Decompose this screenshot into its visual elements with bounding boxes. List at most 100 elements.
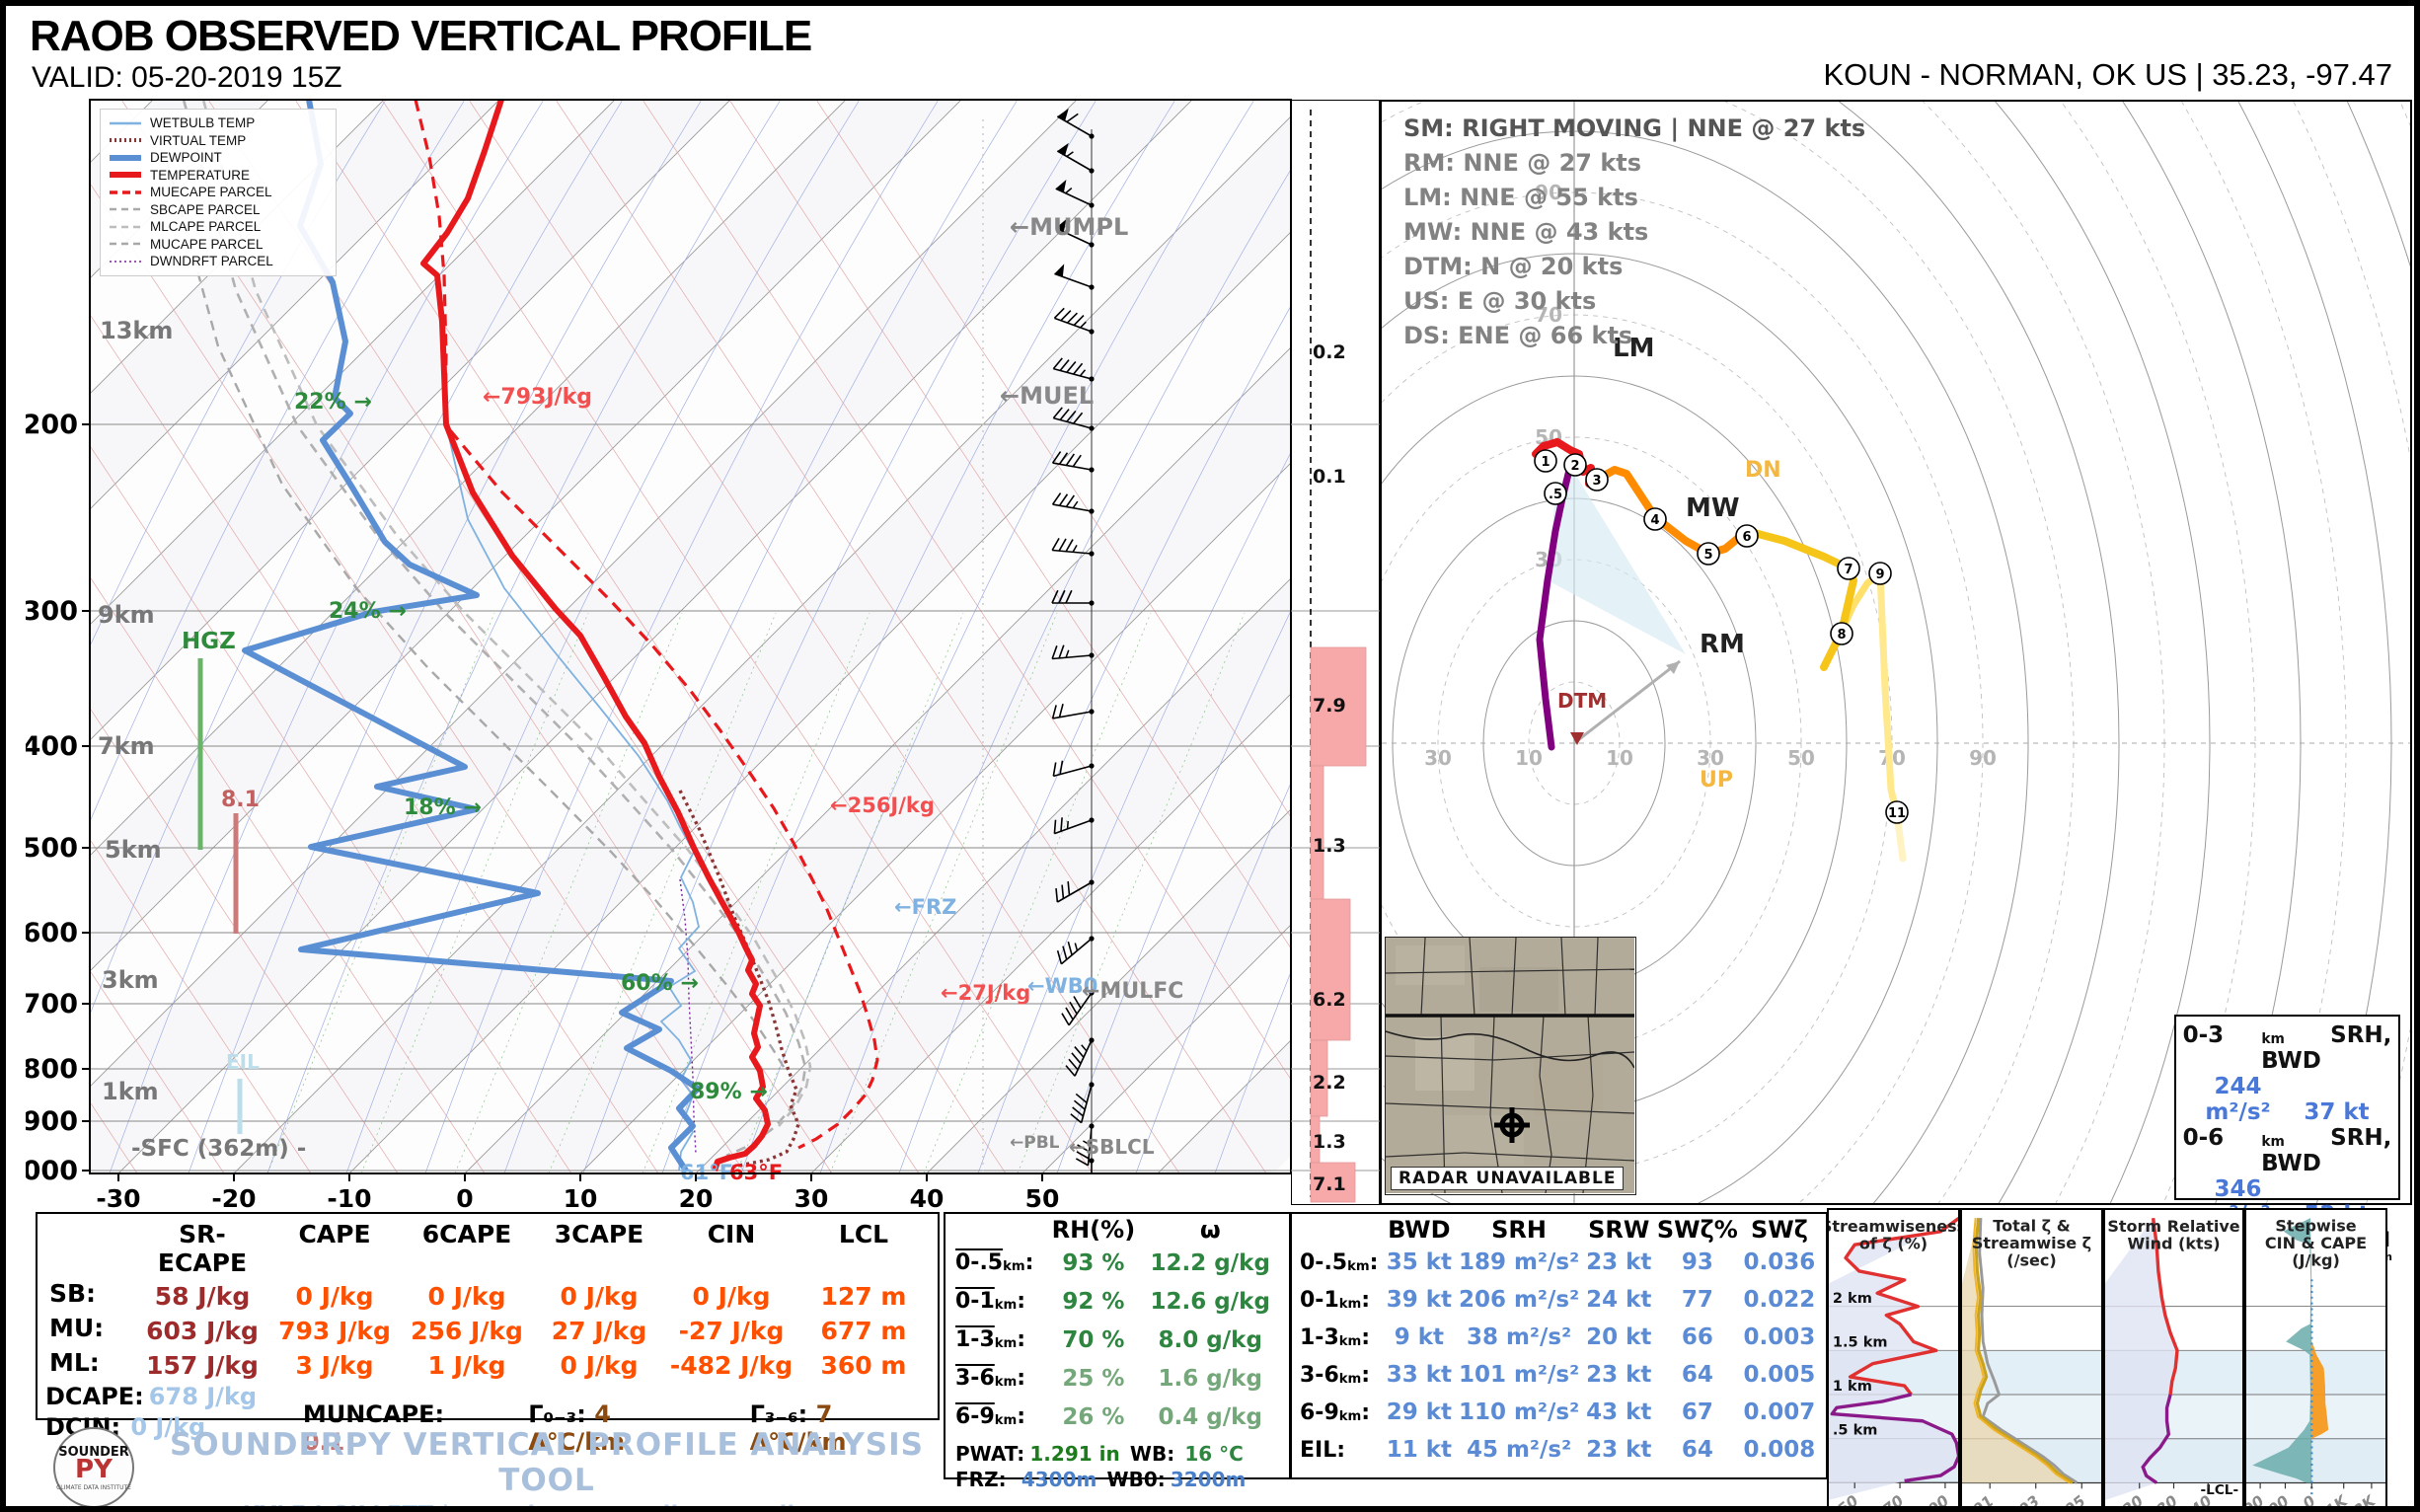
svg-text:9km: 9km bbox=[98, 601, 155, 629]
svg-text:UP: UP bbox=[1700, 768, 1733, 793]
svg-text:-10: -10 bbox=[327, 1184, 371, 1210]
svg-text:.05: .05 bbox=[2057, 1492, 2089, 1512]
shear-col-header: SRW bbox=[1588, 1216, 1650, 1244]
svg-text:Wind (kts): Wind (kts) bbox=[2127, 1234, 2220, 1252]
shear-value: 23 kt bbox=[1586, 1249, 1652, 1275]
cape-col-header: LCL bbox=[838, 1220, 889, 1248]
svg-text:HGZ: HGZ bbox=[182, 629, 236, 654]
svg-text:5km: 5km bbox=[105, 836, 162, 864]
legend-item: MLCAPE PARCEL bbox=[109, 218, 328, 236]
cape-value: 0 J/kg bbox=[295, 1282, 374, 1311]
legend-item: DEWPOINT bbox=[109, 149, 328, 167]
shear-col-header: BWD bbox=[1388, 1216, 1451, 1244]
svg-text:.01: .01 bbox=[1965, 1492, 1998, 1512]
skewt-diagram: 22% → ←793J/kg 24% → 18% → 60% → 89% → ←256J/k… bbox=[26, 99, 1292, 1210]
rh-value: 25 % bbox=[1062, 1365, 1125, 1392]
storm-motion-line: DTM: N @ 20 kts bbox=[1403, 253, 1624, 280]
svg-text:1.5 km: 1.5 km bbox=[1833, 1333, 1888, 1350]
svg-text:20: 20 bbox=[2119, 1492, 2147, 1512]
shear-value: 33 kt bbox=[1386, 1362, 1453, 1388]
mini-panel-p3: -LCL- Storm Relative Wind (kts) 20 30 40 bbox=[2103, 1208, 2244, 1512]
layer-label: 6-9km: bbox=[1300, 1399, 1371, 1425]
svg-text:-LCL-: -LCL- bbox=[2201, 1482, 2239, 1498]
shear-value: 23 kt bbox=[1586, 1362, 1652, 1388]
branding-footer: SOUNDER PY CLIMATE DATA INSTITUTE SOUNDE… bbox=[36, 1427, 940, 1506]
frz-row: FRZ: 4300m WB0: 3200m bbox=[955, 1468, 1247, 1491]
svg-text:MW: MW bbox=[1686, 493, 1740, 523]
radar-status-label: RADAR UNAVAILABLE bbox=[1391, 1167, 1625, 1190]
cape-value: 27 J/kg bbox=[551, 1317, 647, 1345]
svg-text:←256J/kg: ←256J/kg bbox=[830, 794, 935, 817]
svg-text:30: 30 bbox=[1424, 746, 1452, 770]
shear-value: 206 m²/s² bbox=[1458, 1287, 1580, 1313]
layer-label: 0-1km: bbox=[1300, 1287, 1371, 1313]
svg-text:-SFC (362m) -: -SFC (362m) - bbox=[131, 1136, 306, 1162]
svg-text:1: 1 bbox=[1541, 455, 1550, 470]
cape-extras: DCAPE: 678 J/kg DCIN: 0 J/kg MUNCAPE: 0.1 Γ… bbox=[45, 1383, 847, 1456]
omega-value: 0.4 g/kg bbox=[1158, 1403, 1262, 1430]
svg-text:Streamwise ζ: Streamwise ζ bbox=[1972, 1234, 2091, 1252]
legend-label: MUCAPE PARCEL bbox=[150, 236, 264, 252]
shear-value: 110 m²/s² bbox=[1458, 1399, 1580, 1425]
storm-motion-readout: SM: RIGHT MOVING | NNE @ 27 kts RM: NNE @… bbox=[1403, 112, 1865, 353]
shear-value: 24 kt bbox=[1586, 1287, 1652, 1313]
svg-text:RM: RM bbox=[1700, 630, 1745, 659]
storm-motion-line: SM: RIGHT MOVING | NNE @ 27 kts bbox=[1403, 114, 1866, 142]
svg-text:13km: 13km bbox=[100, 317, 173, 344]
svg-text:6.2: 6.2 bbox=[1313, 989, 1346, 1011]
cape-value: 3 J/kg bbox=[295, 1351, 374, 1380]
svg-text:0: 0 bbox=[456, 1184, 473, 1210]
srh-header-row: 0-3 km SRH, BWD bbox=[2182, 1022, 2392, 1074]
shear-value: 0.008 bbox=[1743, 1437, 1816, 1463]
svg-text:1.3: 1.3 bbox=[1313, 1131, 1346, 1153]
storm-motion-line: LM: NNE @ 55 kts bbox=[1403, 184, 1638, 211]
shear-col-header: SRH bbox=[1491, 1216, 1547, 1244]
svg-text:←793J/kg: ←793J/kg bbox=[483, 385, 592, 410]
cape-value: 793 J/kg bbox=[278, 1317, 391, 1345]
svg-text:-200: -200 bbox=[2246, 1492, 2268, 1512]
cape-value: 1 J/kg bbox=[427, 1351, 506, 1380]
cape-col-header: SR-ECAPE bbox=[157, 1220, 248, 1277]
shear-value: 66 bbox=[1681, 1324, 1713, 1350]
page-title: RAOB OBSERVED VERTICAL PROFILE bbox=[30, 12, 812, 60]
svg-text:1.3: 1.3 bbox=[1313, 835, 1346, 857]
svg-text:←MUEL: ←MUEL bbox=[1000, 382, 1094, 410]
shear-value: 39 kt bbox=[1386, 1287, 1453, 1313]
svg-text:50: 50 bbox=[1787, 746, 1815, 770]
site-crosshair-icon bbox=[1494, 1107, 1530, 1143]
cape-col-header: 6CAPE bbox=[421, 1220, 512, 1248]
cape-value: 127 m bbox=[820, 1282, 907, 1311]
svg-text:70: 70 bbox=[1535, 303, 1562, 327]
lapse-rate-strip: 0.2 0.1 7.9 1.3 6.2 2.2 1.3 7.1 bbox=[1291, 100, 1380, 1205]
svg-text:10: 10 bbox=[1606, 746, 1633, 770]
svg-text:2 km: 2 km bbox=[1833, 1290, 1872, 1307]
logo-text-small: CLIMATE DATA INSTITUTE bbox=[56, 1484, 131, 1491]
valid-time: VALID: 05-20-2019 15Z bbox=[32, 61, 342, 94]
shear-col-header: SWζ% bbox=[1656, 1216, 1738, 1244]
shear-value: 43 kt bbox=[1586, 1399, 1652, 1425]
svg-text:10: 10 bbox=[564, 1184, 598, 1210]
svg-text:90: 90 bbox=[1969, 746, 1997, 770]
svg-text:7.9: 7.9 bbox=[1313, 695, 1346, 717]
cape-value: 157 J/kg bbox=[146, 1351, 259, 1380]
srh-bwd-summary-box: 0-3 km SRH, BWD 244 m²/s² 37 kt 0-6 km SRH, B… bbox=[2174, 1015, 2400, 1287]
cape-value: -482 J/kg bbox=[669, 1351, 794, 1380]
layer-label: 0-.5km: bbox=[955, 1250, 1034, 1275]
sounderpy-logo: SOUNDER PY CLIMATE DATA INSTITUTE bbox=[53, 1427, 134, 1506]
shear-value: 0.005 bbox=[1743, 1362, 1816, 1388]
srh-value-row: 244 m²/s² 37 kt bbox=[2205, 1074, 2370, 1125]
svg-text:30: 30 bbox=[1697, 746, 1724, 770]
svg-text:DN: DN bbox=[1745, 458, 1781, 483]
svg-text:←MULFC: ←MULFC bbox=[1082, 979, 1183, 1004]
svg-text:700: 700 bbox=[26, 989, 78, 1020]
mini-panel-p4: Stepwise CIN & CAPE (J/kg) -200 -100 0 1K 2K bbox=[2227, 1208, 2387, 1512]
svg-text:30: 30 bbox=[2154, 1492, 2181, 1512]
cape-col-header: CAPE bbox=[298, 1220, 371, 1248]
legend-label: TEMPERATURE bbox=[150, 167, 251, 183]
svg-text:600: 600 bbox=[26, 918, 78, 948]
svg-text:7km: 7km bbox=[98, 732, 155, 760]
skewt-legend: WETBULB TEMP VIRTUAL TEMP DEWPOINT TEMPERAT… bbox=[100, 109, 337, 276]
mini-panel-p2: Total ζ & Streamwise ζ (/sec) .01 .03 .05 bbox=[1960, 1208, 2103, 1512]
svg-text:4: 4 bbox=[1650, 513, 1659, 528]
